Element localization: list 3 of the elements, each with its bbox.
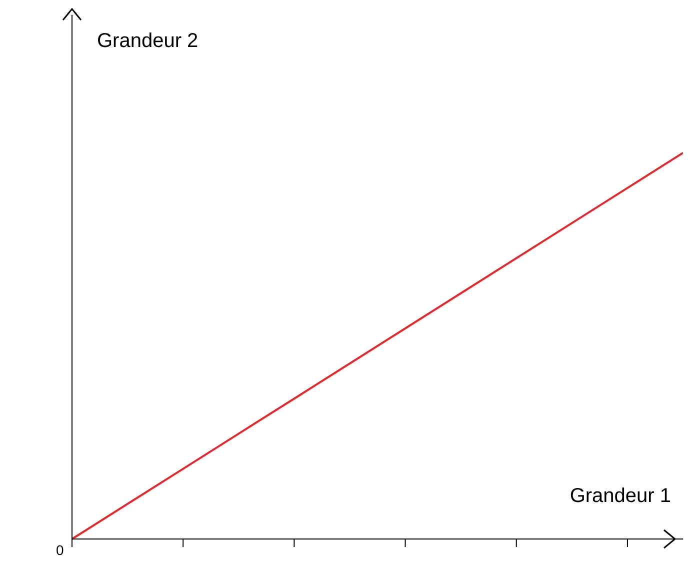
text: Grandeur 2 — [97, 30, 198, 53]
text: 0 — [56, 542, 64, 558]
x-axis-title: Grandeur 1 — [570, 485, 671, 508]
